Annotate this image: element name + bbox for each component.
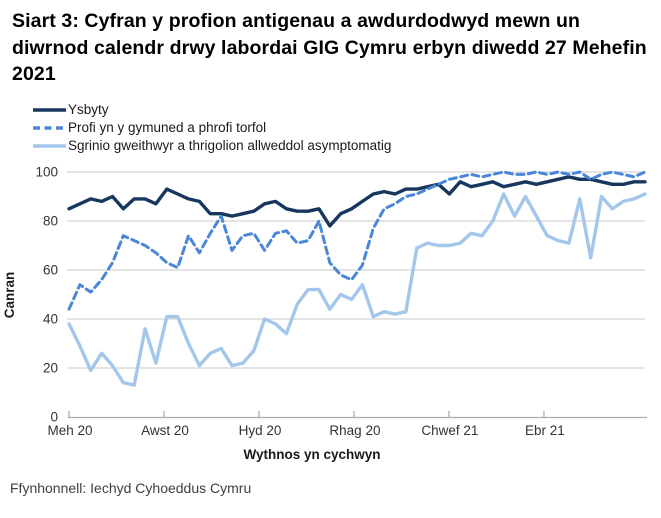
x-tick-label: Hyd 20 <box>239 423 282 438</box>
chart-title: Siart 3: Cyfran y profion antigenau a aw… <box>12 10 647 86</box>
y-tick-label: 100 <box>35 164 58 179</box>
legend-line-solid-lightblue-icon <box>33 143 66 148</box>
y-tick-label: 80 <box>43 213 58 228</box>
series-lines <box>67 170 647 387</box>
x-tick-label: Chwef 21 <box>421 423 478 438</box>
chart-page: Siart 3: Cyfran y profion antigenau a aw… <box>0 8 661 518</box>
legend-item-profi-cymuned: Profi yn y gymuned a phrofi torfol <box>33 119 661 137</box>
source-attribution: Ffynhonnell: Iechyd Cyhoeddus Cymru <box>10 479 252 496</box>
legend-item-label: Sgrinio gweithwyr a thrigolion allweddol… <box>68 138 392 154</box>
legend-item-ysbyty: Ysbyty <box>33 101 661 119</box>
y-tick-label: 40 <box>43 311 58 326</box>
legend-item-sgrinio: Sgrinio gweithwyr a thrigolion allweddol… <box>33 137 661 155</box>
axes: 0 20 40 60 80 100 Meh 20 Awst 20 Hyd 20 Rhag 20 Ch… <box>35 164 647 438</box>
gridlines <box>67 171 645 369</box>
legend-line-solid-navy-icon <box>33 107 66 112</box>
legend-item-label: Ysbyty <box>68 102 109 118</box>
y-tick-label: 60 <box>43 262 58 277</box>
x-tick-label: Rhag 20 <box>329 423 380 438</box>
line-chart-canvas: 0 20 40 60 80 100 Meh 20 Awst 20 Hyd 20 Rhag 20 Ch… <box>2 164 647 462</box>
legend-item-label: Profi yn y gymuned a phrofi torfol <box>68 120 267 136</box>
x-tick-label: Ebr 21 <box>525 423 565 438</box>
series-line-sgrinio <box>67 191 647 387</box>
x-axis-title: Wythnos yn cychwyn <box>243 447 380 462</box>
y-tick-label: 20 <box>43 360 58 375</box>
y-tick-label: 0 <box>50 409 58 424</box>
legend-line-dashed-blue-icon <box>33 125 66 130</box>
legend: Ysbyty Profi yn y gymuned a phrofi torfo… <box>33 101 661 155</box>
series-line-ysbyty <box>67 174 647 228</box>
chart: 0 20 40 60 80 100 Meh 20 Awst 20 Hyd 20 Rhag 20 Ch… <box>0 157 661 478</box>
series-line-profi <box>67 170 647 311</box>
x-tick-label: Meh 20 <box>47 423 92 438</box>
y-axis-title: Canran <box>2 271 17 318</box>
x-tick-label: Awst 20 <box>141 423 189 438</box>
